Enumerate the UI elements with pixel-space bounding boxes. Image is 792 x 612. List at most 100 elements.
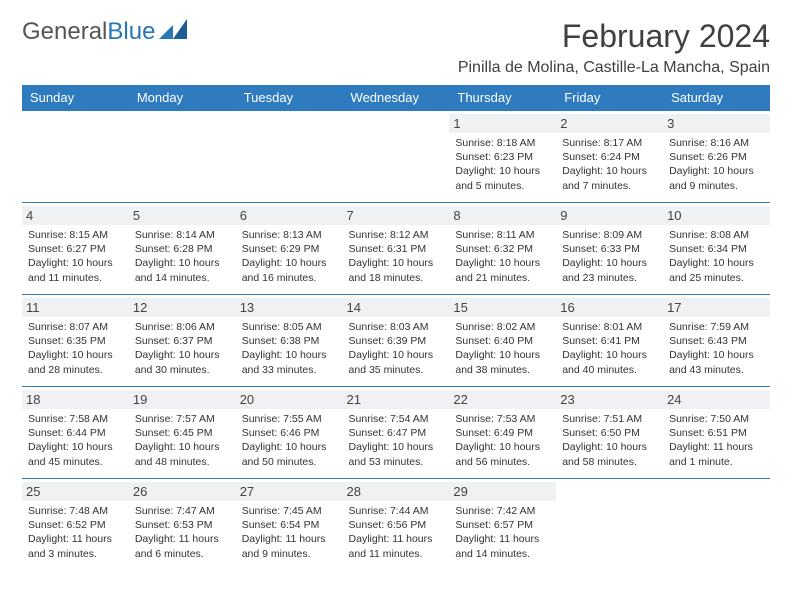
day-number: 27 [236, 482, 343, 501]
brand-logo: GeneralBlue [22, 18, 187, 46]
calendar-cell [129, 110, 236, 202]
calendar-row: 18Sunrise: 7:58 AMSunset: 6:44 PMDayligh… [22, 386, 770, 478]
sunset-text: Sunset: 6:31 PM [349, 242, 444, 256]
sunset-text: Sunset: 6:34 PM [669, 242, 764, 256]
daylight2-text: and 5 minutes. [455, 179, 550, 193]
day-number: 21 [343, 390, 450, 409]
sunset-text: Sunset: 6:24 PM [562, 150, 657, 164]
sunset-text: Sunset: 6:51 PM [669, 426, 764, 440]
sunrise-text: Sunrise: 8:02 AM [455, 320, 550, 334]
calendar-cell: 27Sunrise: 7:45 AMSunset: 6:54 PMDayligh… [236, 478, 343, 570]
calendar-cell: 17Sunrise: 7:59 AMSunset: 6:43 PMDayligh… [663, 294, 770, 386]
month-title: February 2024 [458, 18, 770, 55]
day-number: 8 [449, 206, 556, 225]
sunrise-text: Sunrise: 7:50 AM [669, 412, 764, 426]
calendar-row: 1Sunrise: 8:18 AMSunset: 6:23 PMDaylight… [22, 110, 770, 202]
sunrise-text: Sunrise: 8:13 AM [242, 228, 337, 242]
daylight1-text: Daylight: 10 hours [455, 164, 550, 178]
day-number: 10 [663, 206, 770, 225]
sunrise-text: Sunrise: 8:03 AM [349, 320, 444, 334]
sunset-text: Sunset: 6:35 PM [28, 334, 123, 348]
calendar-cell [236, 110, 343, 202]
calendar-row: 25Sunrise: 7:48 AMSunset: 6:52 PMDayligh… [22, 478, 770, 570]
daylight1-text: Daylight: 10 hours [455, 440, 550, 454]
daylight2-text: and 1 minute. [669, 455, 764, 469]
calendar-cell: 28Sunrise: 7:44 AMSunset: 6:56 PMDayligh… [343, 478, 450, 570]
daylight2-text: and 6 minutes. [135, 547, 230, 561]
day-number: 18 [22, 390, 129, 409]
daylight2-text: and 14 minutes. [135, 271, 230, 285]
calendar-table: Sunday Monday Tuesday Wednesday Thursday… [22, 85, 770, 570]
sunset-text: Sunset: 6:32 PM [455, 242, 550, 256]
calendar-cell: 1Sunrise: 8:18 AMSunset: 6:23 PMDaylight… [449, 110, 556, 202]
sunrise-text: Sunrise: 8:16 AM [669, 136, 764, 150]
calendar-cell [343, 110, 450, 202]
calendar-cell: 13Sunrise: 8:05 AMSunset: 6:38 PMDayligh… [236, 294, 343, 386]
sunrise-text: Sunrise: 8:05 AM [242, 320, 337, 334]
weekday-header: Saturday [663, 85, 770, 110]
daylight1-text: Daylight: 11 hours [669, 440, 764, 454]
daylight2-text: and 18 minutes. [349, 271, 444, 285]
sunset-text: Sunset: 6:49 PM [455, 426, 550, 440]
daylight1-text: Daylight: 10 hours [455, 256, 550, 270]
sunrise-text: Sunrise: 7:44 AM [349, 504, 444, 518]
daylight2-text: and 35 minutes. [349, 363, 444, 377]
daylight2-text: and 43 minutes. [669, 363, 764, 377]
daylight1-text: Daylight: 11 hours [28, 532, 123, 546]
daylight1-text: Daylight: 10 hours [562, 440, 657, 454]
location-text: Pinilla de Molina, Castille-La Mancha, S… [458, 59, 770, 77]
calendar-cell: 26Sunrise: 7:47 AMSunset: 6:53 PMDayligh… [129, 478, 236, 570]
sunrise-text: Sunrise: 8:12 AM [349, 228, 444, 242]
calendar-cell: 23Sunrise: 7:51 AMSunset: 6:50 PMDayligh… [556, 386, 663, 478]
brand-part2: Blue [107, 18, 155, 46]
sunrise-text: Sunrise: 8:06 AM [135, 320, 230, 334]
daylight1-text: Daylight: 10 hours [28, 440, 123, 454]
calendar-body: 1Sunrise: 8:18 AMSunset: 6:23 PMDaylight… [22, 110, 770, 570]
daylight1-text: Daylight: 10 hours [242, 256, 337, 270]
day-number: 11 [22, 298, 129, 317]
calendar-cell: 22Sunrise: 7:53 AMSunset: 6:49 PMDayligh… [449, 386, 556, 478]
daylight1-text: Daylight: 10 hours [135, 256, 230, 270]
daylight2-text: and 3 minutes. [28, 547, 123, 561]
daylight2-text: and 40 minutes. [562, 363, 657, 377]
calendar-cell: 19Sunrise: 7:57 AMSunset: 6:45 PMDayligh… [129, 386, 236, 478]
sunset-text: Sunset: 6:57 PM [455, 518, 550, 532]
daylight1-text: Daylight: 10 hours [135, 348, 230, 362]
daylight2-text: and 23 minutes. [562, 271, 657, 285]
weekday-header: Wednesday [343, 85, 450, 110]
sunrise-text: Sunrise: 7:54 AM [349, 412, 444, 426]
sunset-text: Sunset: 6:38 PM [242, 334, 337, 348]
daylight2-text: and 58 minutes. [562, 455, 657, 469]
daylight2-text: and 14 minutes. [455, 547, 550, 561]
day-number: 22 [449, 390, 556, 409]
day-number: 26 [129, 482, 236, 501]
day-number: 29 [449, 482, 556, 501]
daylight2-text: and 45 minutes. [28, 455, 123, 469]
sunset-text: Sunset: 6:52 PM [28, 518, 123, 532]
calendar-cell: 8Sunrise: 8:11 AMSunset: 6:32 PMDaylight… [449, 202, 556, 294]
sunset-text: Sunset: 6:50 PM [562, 426, 657, 440]
daylight2-text: and 9 minutes. [242, 547, 337, 561]
day-number: 28 [343, 482, 450, 501]
sunrise-text: Sunrise: 7:45 AM [242, 504, 337, 518]
daylight1-text: Daylight: 10 hours [28, 256, 123, 270]
calendar-cell: 16Sunrise: 8:01 AMSunset: 6:41 PMDayligh… [556, 294, 663, 386]
calendar-cell: 29Sunrise: 7:42 AMSunset: 6:57 PMDayligh… [449, 478, 556, 570]
calendar-cell: 20Sunrise: 7:55 AMSunset: 6:46 PMDayligh… [236, 386, 343, 478]
calendar-cell [22, 110, 129, 202]
sunrise-text: Sunrise: 7:48 AM [28, 504, 123, 518]
calendar-cell: 11Sunrise: 8:07 AMSunset: 6:35 PMDayligh… [22, 294, 129, 386]
day-number: 13 [236, 298, 343, 317]
calendar-cell [556, 478, 663, 570]
daylight2-text: and 30 minutes. [135, 363, 230, 377]
day-number: 6 [236, 206, 343, 225]
weekday-header: Thursday [449, 85, 556, 110]
header: GeneralBlue February 2024 Pinilla de Mol… [22, 18, 770, 77]
calendar-cell [663, 478, 770, 570]
sunrise-text: Sunrise: 8:17 AM [562, 136, 657, 150]
calendar-cell: 6Sunrise: 8:13 AMSunset: 6:29 PMDaylight… [236, 202, 343, 294]
daylight1-text: Daylight: 10 hours [669, 348, 764, 362]
calendar-cell: 2Sunrise: 8:17 AMSunset: 6:24 PMDaylight… [556, 110, 663, 202]
daylight2-text: and 9 minutes. [669, 179, 764, 193]
sunrise-text: Sunrise: 8:08 AM [669, 228, 764, 242]
